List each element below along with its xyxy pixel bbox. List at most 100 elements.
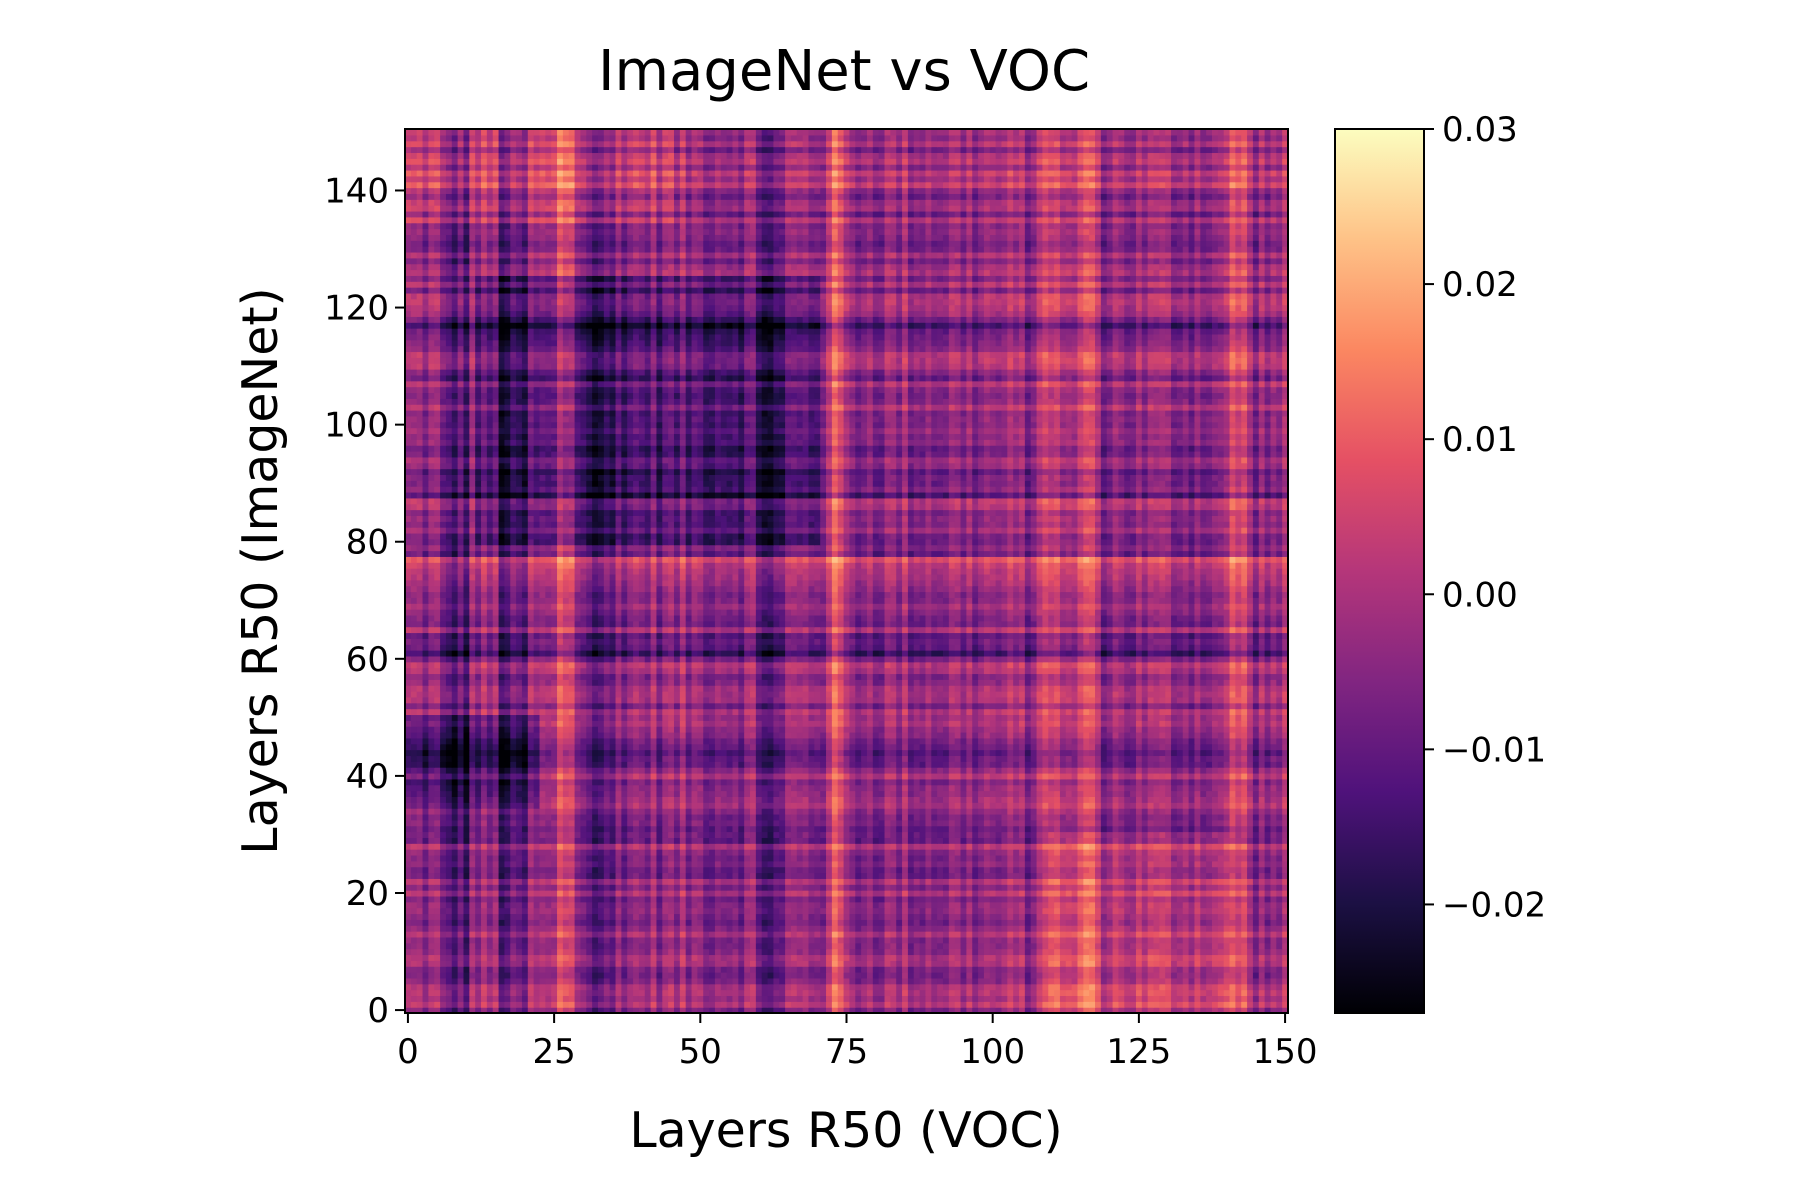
heatmap-cell	[633, 942, 640, 950]
heatmap-cell	[1276, 995, 1283, 1002]
heatmap-cell	[861, 960, 868, 967]
heatmap-cell	[656, 860, 663, 868]
heatmap-cell	[668, 989, 675, 997]
heatmap-cell	[469, 890, 476, 897]
heatmap-cell	[773, 954, 780, 961]
heatmap-cell	[1171, 819, 1178, 827]
heatmap-cell	[1077, 983, 1084, 991]
heatmap-cell	[960, 837, 967, 844]
heatmap-cell	[808, 884, 815, 891]
heatmap-cell	[1200, 837, 1207, 844]
heatmap-cell	[545, 936, 552, 944]
heatmap-cell	[510, 849, 517, 856]
heatmap-cell	[983, 977, 991, 985]
heatmap-cell	[831, 819, 839, 827]
heatmap-cell	[1141, 901, 1149, 909]
heatmap-cell	[1001, 825, 1008, 833]
heatmap-cell	[1188, 931, 1196, 938]
heatmap-cell	[1036, 854, 1043, 862]
heatmap-cell	[621, 866, 628, 874]
heatmap-cell	[463, 843, 470, 850]
heatmap-cell	[416, 831, 424, 838]
heatmap-cell	[925, 854, 932, 862]
heatmap-cell	[925, 983, 932, 991]
heatmap-cell	[890, 995, 897, 1002]
heatmap-cell	[703, 837, 710, 844]
heatmap-cell	[1007, 890, 1014, 897]
heatmap-cell	[1013, 925, 1020, 932]
heatmap-cell	[1106, 942, 1114, 950]
heatmap-cell	[773, 837, 780, 844]
heatmap-cell	[586, 913, 593, 920]
heatmap-cell	[498, 878, 506, 885]
heatmap-cell	[434, 936, 441, 944]
heatmap-cell	[644, 837, 652, 844]
heatmap-cell	[1083, 831, 1090, 838]
heatmap-cell	[697, 989, 704, 997]
heatmap-cell	[872, 966, 880, 973]
heatmap-cell	[574, 960, 582, 967]
heatmap-cell	[972, 854, 979, 862]
heatmap-cell	[638, 936, 646, 944]
heatmap-cell	[732, 960, 739, 967]
heatmap-cell	[861, 890, 868, 897]
heatmap-cell	[679, 972, 687, 979]
heatmap-cell	[907, 983, 915, 991]
heatmap-cell	[603, 843, 611, 850]
heatmap-cell	[633, 884, 640, 891]
heatmap-cell	[720, 860, 728, 868]
heatmap-cell	[685, 948, 693, 956]
heatmap-cell	[486, 966, 494, 973]
heatmap-cell	[937, 989, 944, 997]
heatmap-cell	[1252, 977, 1260, 985]
heatmap-cell	[440, 931, 447, 938]
heatmap-cell	[942, 872, 950, 879]
heatmap-cell	[1241, 895, 1248, 903]
heatmap-cell	[960, 948, 967, 956]
heatmap-cell	[557, 1007, 564, 1014]
heatmap-cell	[1054, 884, 1061, 891]
heatmap-cell	[744, 942, 751, 950]
heatmap-cell	[726, 825, 734, 833]
heatmap-cell	[902, 890, 909, 897]
heatmap-cell	[621, 972, 628, 979]
heatmap-cell	[1130, 1007, 1137, 1014]
heatmap-cell	[1282, 983, 1289, 991]
heatmap-cell	[445, 837, 453, 844]
heatmap-cell	[498, 866, 506, 874]
heatmap-cell	[1048, 831, 1055, 838]
heatmap-cell	[568, 913, 576, 920]
heatmap-cell	[1013, 860, 1020, 868]
heatmap-cell	[504, 942, 511, 950]
heatmap-cell	[1112, 849, 1120, 856]
heatmap-cell	[1241, 954, 1248, 961]
heatmap-cell	[1229, 890, 1236, 897]
heatmap-cell	[527, 966, 535, 973]
heatmap-cell	[1054, 989, 1061, 997]
heatmap-cell	[1211, 966, 1219, 973]
heatmap-cell	[954, 890, 962, 897]
heatmap-cell	[960, 907, 967, 915]
heatmap-cell	[428, 913, 435, 920]
heatmap-cell	[1182, 895, 1190, 903]
heatmap-cell	[1059, 936, 1067, 944]
heatmap-cell	[597, 913, 605, 920]
heatmap-cell	[1089, 936, 1096, 944]
heatmap-cell	[445, 913, 453, 920]
heatmap-cell	[1264, 849, 1272, 856]
heatmap-cell	[931, 948, 938, 956]
heatmap-cell	[557, 890, 564, 897]
heatmap-cell	[837, 1001, 845, 1008]
heatmap-cell	[779, 972, 786, 979]
heatmap-cell	[1042, 931, 1049, 938]
heatmap-cell	[1282, 948, 1289, 956]
heatmap-cell	[463, 919, 470, 926]
heatmap-cell	[481, 1007, 488, 1014]
heatmap-cell	[1200, 983, 1207, 991]
heatmap-cell	[1217, 831, 1225, 838]
heatmap-cell	[1013, 854, 1020, 862]
heatmap-cell	[738, 942, 745, 950]
heatmap-cell	[1007, 895, 1014, 903]
heatmap-cell	[866, 948, 874, 956]
heatmap-cell	[638, 966, 646, 973]
